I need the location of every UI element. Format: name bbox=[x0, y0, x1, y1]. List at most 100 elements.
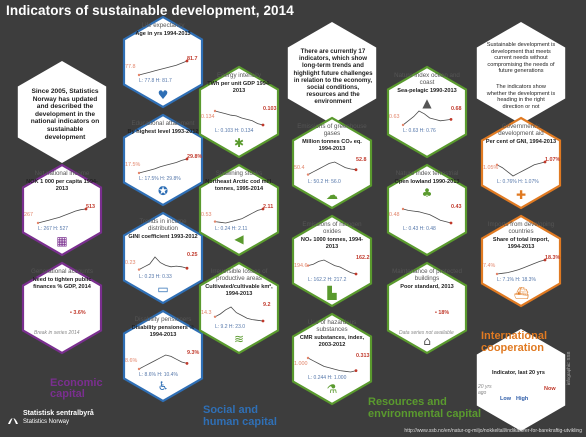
start-value: 77.8 bbox=[125, 64, 136, 70]
range-values: L: 267 H: 527 bbox=[38, 226, 69, 232]
net_income-sparkline bbox=[37, 208, 87, 224]
current-value: 29.8% bbox=[187, 154, 203, 160]
range-values: L: 9.2 H: 23.0 bbox=[215, 324, 246, 330]
aid-kit-icon: ✚ bbox=[515, 188, 527, 202]
start-value: 7.4% bbox=[483, 263, 496, 269]
disability-end-dot bbox=[185, 362, 189, 365]
indicator-disability: Disability pensioners Disability pensione… bbox=[127, 316, 199, 339]
credit: infographic: SSB bbox=[566, 351, 571, 385]
fish-icon: ◀ bbox=[234, 232, 244, 246]
field-icon: ≋ bbox=[233, 332, 245, 346]
info-hex bbox=[17, 61, 107, 163]
nox-hex bbox=[291, 214, 373, 308]
range-values: L: 0.24 H: 2.11 bbox=[215, 226, 248, 232]
range-values: L: 0.244 H: 1.000 bbox=[308, 375, 347, 381]
indicator-label: Educational attainment bbox=[131, 120, 195, 127]
dev_aid-start-dot bbox=[495, 163, 499, 166]
start-value: 267 bbox=[24, 212, 33, 218]
factory-icon: ▙ bbox=[327, 286, 337, 300]
info-hex bbox=[476, 329, 566, 431]
range-values: L: 77.8 H: 81.7 bbox=[139, 78, 172, 84]
terrestrial-end-dot bbox=[449, 221, 453, 225]
edu-end-dot bbox=[185, 157, 189, 161]
legend-title: Indicator, last 20 yrs bbox=[492, 370, 545, 376]
income_dist-hex bbox=[122, 211, 204, 305]
intro-left-text: Since 2005, Statistics Norway has update… bbox=[30, 88, 100, 141]
indicator-label: Trends in income distribution bbox=[139, 218, 187, 232]
terrestrial-sparkline bbox=[402, 208, 452, 224]
net_income-hex bbox=[21, 163, 103, 257]
group-label-international: International cooperation bbox=[481, 330, 548, 354]
gen_accounts-hex bbox=[21, 261, 103, 355]
indicator-measure: Sea-pelagic 1990-2013 bbox=[397, 88, 457, 94]
current-value: 52.8 bbox=[356, 157, 367, 163]
indicator-label: Energy intensity bbox=[216, 72, 262, 79]
start-value: 0.53 bbox=[201, 212, 212, 218]
start-value: 1.000 bbox=[294, 361, 308, 367]
intro-right-text-2: The indicators show whether the developm… bbox=[486, 84, 556, 110]
nox-start-dot bbox=[306, 264, 310, 267]
indicator-measure: Open lowland 1990-2013 bbox=[394, 179, 460, 185]
spawning-sparkline bbox=[214, 208, 264, 224]
imports-hex bbox=[480, 214, 562, 308]
indicator-dev_aid: Government's development aid Per cent of … bbox=[485, 123, 557, 146]
range-values: L: 0.23 H: 0.33 bbox=[139, 274, 172, 280]
buildings-hex bbox=[386, 261, 468, 355]
cloud-icon: ☁ bbox=[326, 188, 338, 202]
ssb-name: Statistisk sentralbyrå bbox=[23, 410, 94, 417]
net_income-end-dot bbox=[84, 207, 88, 211]
indicator-label: Emissions of greenhouse gases bbox=[297, 123, 367, 137]
disability-sparkline bbox=[138, 354, 188, 370]
nox-sparkline bbox=[307, 259, 357, 275]
ship-icon: ⛴ bbox=[514, 286, 530, 300]
dev_aid-end-dot bbox=[543, 160, 547, 164]
legend-ago: 20 yrs ago bbox=[478, 384, 492, 396]
current-value: 81.7 bbox=[187, 56, 198, 62]
hazard-sparkline bbox=[307, 357, 357, 373]
ghg-sparkline bbox=[307, 161, 357, 175]
wheelchair-icon: ♿ bbox=[157, 379, 169, 393]
indicator-measure: Disability pensioners % 1994-2013 bbox=[131, 325, 195, 338]
intro-center-text: There are currently 17 indicators, which… bbox=[293, 48, 373, 106]
range-values: L: 0.76% H: 1.07% bbox=[497, 179, 539, 185]
group-label-resources: Resources and environmental capital bbox=[368, 396, 482, 420]
ocean-start-dot bbox=[401, 123, 405, 127]
energy-start-dot bbox=[213, 109, 217, 113]
hazard-start-dot bbox=[306, 356, 310, 360]
lighthouse-icon: ▲ bbox=[422, 96, 432, 110]
range-values: L: 8.6% H: 10.4% bbox=[139, 372, 178, 378]
income_dist-end-dot bbox=[185, 266, 189, 270]
current-value: 0.43 bbox=[451, 204, 462, 210]
flask-icon: ⚗ bbox=[326, 382, 338, 396]
indicator-nox: Emissions of nitrogen oxides NO₂ 1000 ton… bbox=[296, 221, 368, 251]
building-icon: ⌂ bbox=[423, 334, 431, 348]
energy-end-dot bbox=[261, 123, 265, 127]
start-value: 0.23 bbox=[125, 260, 136, 266]
indicator-life: Life expectancy Age in yrs 1994-2013 bbox=[127, 22, 199, 38]
indicator-measure: Cultivated/cultivable km², 1994-2013 bbox=[205, 284, 273, 297]
indicator-label: Nature index terrestrial bbox=[395, 170, 459, 177]
indicator-label: Use of hazardous substances bbox=[307, 319, 357, 333]
indicator-label: Irreversible losses of productive areas bbox=[210, 268, 268, 282]
range-values: L: 0.43 H: 0.48 bbox=[403, 226, 436, 232]
current-value: • 18% bbox=[435, 310, 450, 316]
losses-sparkline bbox=[214, 306, 264, 322]
indicator-measure: CMR substances, index, 2003-2012 bbox=[299, 335, 365, 348]
indicator-label: Imports from developing countries bbox=[487, 221, 555, 235]
imports-end-dot bbox=[543, 258, 547, 262]
source-url[interactable]: http://www.ssb.no/en/natur-og-miljo/nokk… bbox=[404, 428, 582, 434]
indicator-label: Disability pensioners bbox=[134, 316, 192, 323]
indicator-measure: GINI coefficient 1993-2012 bbox=[128, 234, 198, 240]
heart-icon: ♥ bbox=[157, 88, 169, 102]
indicator-ghg: Emissions of greenhouse gases Million ton… bbox=[296, 123, 368, 153]
dev_aid-hex bbox=[480, 116, 562, 210]
lightbulb-icon: ✱ bbox=[233, 136, 245, 150]
info-hex bbox=[476, 22, 566, 124]
ghg-start-dot bbox=[306, 173, 310, 176]
current-value: 0.103 bbox=[263, 106, 277, 112]
indicator-measure: By highest level 1993-2012 bbox=[127, 129, 199, 135]
ghg-end-dot bbox=[354, 168, 358, 172]
ssb-logo-icon bbox=[8, 417, 18, 424]
terrestrial-hex bbox=[386, 163, 468, 257]
